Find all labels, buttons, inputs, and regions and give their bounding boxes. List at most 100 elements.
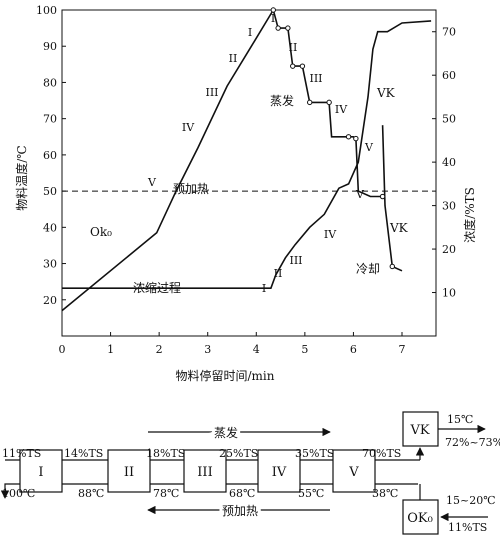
- x-tick-label-4: 4: [253, 343, 260, 356]
- vk-label: VK: [409, 423, 429, 438]
- stage-box-v: [332, 449, 376, 493]
- temp-label-4: 55℃: [298, 487, 324, 500]
- right-tick-label-6: 70: [442, 26, 456, 39]
- ok0-box: [402, 499, 439, 535]
- drop-stage-iii: III: [309, 72, 322, 85]
- x-tick-label-2: 2: [156, 343, 163, 356]
- vk-out-temp: 15℃: [447, 413, 473, 426]
- x-tick-label-5: 5: [301, 343, 308, 356]
- step-marker-6: [326, 99, 332, 106]
- vk-box: [402, 411, 439, 447]
- drop-stage-v: V: [364, 141, 374, 154]
- stage-box-iv: [257, 449, 301, 493]
- temp-label-1: 88℃: [78, 487, 104, 500]
- temp-stage-iii: III: [205, 86, 218, 99]
- stage-box-i: [19, 449, 63, 493]
- conc-stage-i: I: [262, 282, 266, 295]
- temp-stage-i: I: [248, 26, 252, 39]
- left-tick-label-4: 60: [43, 149, 57, 162]
- cooling-end-marker: [389, 263, 395, 270]
- annotation-vk-upper: VK: [376, 86, 396, 100]
- temp-stage-iv: IV: [182, 121, 195, 134]
- stage-label-iii: III: [197, 465, 212, 480]
- step-marker-7: [345, 134, 352, 140]
- conc-label-3: 25%TS: [219, 447, 258, 460]
- temperature-curve: [61, 7, 383, 312]
- left-tick-label-6: 80: [43, 76, 57, 89]
- annotation-vk-lower: VK: [389, 221, 409, 235]
- flow-diagram: 蒸发 预加热 I II III IV V VK 15℃ 72%~73% OK₀ …: [0, 411, 500, 535]
- right-axis-ticks: 10 20 30 40 50 60 70: [432, 26, 456, 300]
- right-tick-label-5: 60: [442, 69, 456, 82]
- right-tick-label-2: 30: [442, 200, 456, 213]
- temp-label-0: 100℃: [2, 487, 35, 500]
- x-tick-label-3: 3: [204, 343, 211, 356]
- left-axis-title: 物料温度/℃: [14, 145, 29, 210]
- conc-label-2: 18%TS: [146, 447, 185, 460]
- stage-label-iv: IV: [272, 465, 287, 480]
- ok0-label: OK₀: [407, 511, 433, 526]
- stage-label-ii: II: [124, 465, 134, 480]
- left-tick-label-0: 20: [43, 294, 57, 307]
- left-tick-label-5: 70: [43, 113, 57, 126]
- temp-stage-ii: II: [229, 52, 238, 65]
- step-markers: [270, 7, 395, 270]
- stage-box-iii: [183, 449, 227, 493]
- ok0-in-temp: 15~20℃: [446, 494, 496, 507]
- step-marker-9: [379, 193, 386, 200]
- right-tick-label-3: 40: [442, 156, 456, 169]
- x-tick-label-6: 6: [350, 343, 357, 356]
- conc-stage-ii: II: [274, 267, 283, 280]
- drop-stage-iv: IV: [335, 103, 348, 116]
- plot-frame: [61, 9, 437, 337]
- stage-label-v: V: [348, 465, 359, 480]
- left-tick-label-2: 40: [43, 221, 57, 234]
- annotation-cooling: 冷却: [356, 262, 380, 276]
- annotation-evaporation: 蒸发: [270, 93, 294, 108]
- preheat-label: 预加热: [222, 504, 258, 518]
- temp-label-2: 78℃: [153, 487, 179, 500]
- temperature-concentration-chart: 0 1 2 3 4 5 6 7 20 30 40 50 60 70 80 90 100 10 20 30 40 50 6…: [14, 4, 477, 383]
- right-tick-label-1: 20: [442, 243, 456, 256]
- left-tick-label-8: 100: [36, 4, 57, 17]
- left-tick-label-1: 30: [43, 258, 57, 271]
- left-tick-label-7: 90: [43, 40, 57, 53]
- step-marker-8: [353, 135, 359, 142]
- drop-stage-ii: II: [289, 41, 298, 54]
- preheat-turnaround: [0, 483, 22, 499]
- step-marker-2: [285, 25, 291, 31]
- concentration-curve: [62, 20, 432, 289]
- annotation-ok0: Ok₀: [90, 225, 112, 239]
- x-tick-label-0: 0: [59, 343, 66, 356]
- x-tick-label-1: 1: [107, 343, 114, 356]
- step-marker-3: [290, 63, 296, 69]
- conc-stage-iv: IV: [324, 228, 337, 241]
- step-marker-4: [299, 63, 306, 69]
- step-marker-0: [270, 7, 276, 13]
- left-axis-ticks: 20 30 40 50 60 70 80 90 100: [36, 4, 66, 307]
- left-tick-label-3: 50: [43, 185, 57, 198]
- vk-out-conc: 72%~73%: [445, 436, 500, 449]
- temp-label-5: 38℃: [372, 487, 398, 500]
- right-axis-title: 浓度/%TS: [462, 187, 477, 243]
- annotation-preheating: 预加热: [173, 182, 209, 196]
- x-axis-title: 物料停留时间/min: [176, 368, 275, 383]
- cooling-curve: [381, 125, 403, 272]
- annotation-concentration: 浓缩过程: [133, 280, 181, 295]
- x-axis-ticks: 0 1 2 3 4 5 6 7: [59, 332, 406, 356]
- conc-label-0: 11%TS: [2, 447, 41, 460]
- stage-label-i: I: [38, 465, 43, 480]
- temp-label-3: 68℃: [229, 487, 255, 500]
- right-tick-label-0: 10: [442, 287, 456, 300]
- ok0-in-conc: 11%TS: [448, 521, 487, 534]
- conc-label-5: 70%TS: [362, 447, 401, 460]
- evaporation-label: 蒸发: [214, 425, 238, 440]
- conc-label-4: 35%TS: [295, 447, 334, 460]
- conc-label-1: 14%TS: [64, 447, 103, 460]
- conc-stage-iii: III: [289, 254, 302, 267]
- conc-stage-v: V: [355, 188, 365, 201]
- drop-stage-i: I: [271, 12, 275, 25]
- temp-stage-v: V: [147, 176, 157, 189]
- step-marker-1: [275, 25, 281, 31]
